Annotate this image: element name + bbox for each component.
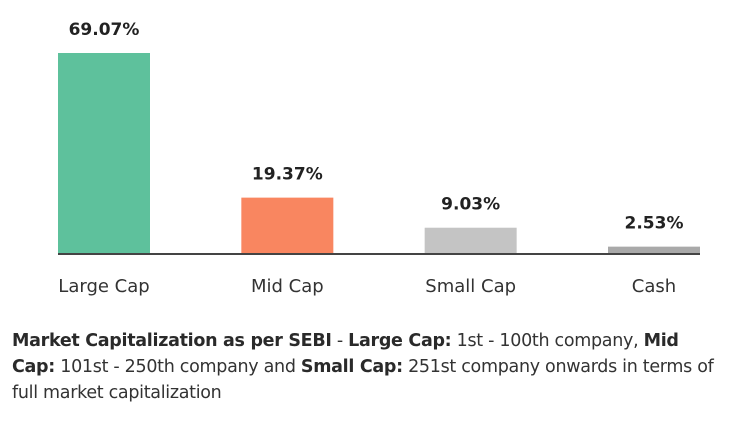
footnote-small-cap-label: Small Cap:	[300, 357, 403, 377]
footnote-small-cap-text: 251st company onwards in terms of full m…	[12, 357, 714, 403]
footnote-separator: -	[331, 331, 349, 351]
bar-cash	[608, 246, 700, 254]
value-label-small-cap: 9.03%	[441, 195, 500, 215]
value-label-large-cap: 69.07%	[69, 20, 140, 40]
bar-chart: 69.07% Large Cap 19.37% Mid Cap 9.03% Small C…	[58, 20, 700, 297]
value-label-cash: 2.53%	[625, 214, 684, 234]
footnote-mid-cap-text: 101st - 250th company and	[54, 357, 301, 377]
bar-large-cap	[58, 53, 150, 254]
category-label-mid-cap: Mid Cap	[251, 276, 324, 297]
category-label-cash: Cash	[632, 276, 676, 297]
footnote: Market Capitalization as per SEBI - Larg…	[12, 328, 724, 406]
footnote-title: Market Capitalization as per SEBI	[12, 331, 332, 351]
category-label-small-cap: Small Cap	[425, 276, 516, 297]
category-label-large-cap: Large Cap	[58, 276, 149, 297]
footnote-large-cap-label: Large Cap:	[348, 331, 452, 351]
bar-mid-cap	[241, 197, 334, 254]
footnote-mid-cap-label: Mid Cap:	[12, 331, 679, 377]
footnote-large-cap-text: 1st - 100th company,	[451, 331, 644, 351]
bar-small-cap	[424, 227, 517, 254]
value-label-mid-cap: 19.37%	[252, 165, 323, 185]
